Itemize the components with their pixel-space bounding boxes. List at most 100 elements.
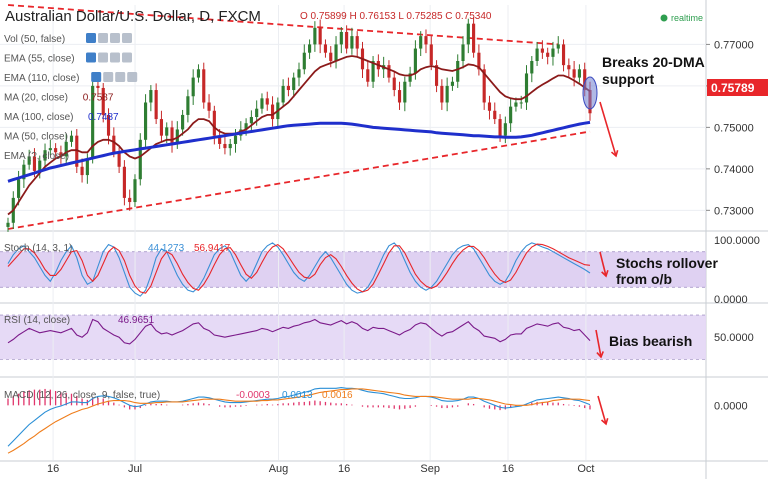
candle-bear bbox=[106, 114, 111, 136]
time-axis-label: Sep bbox=[420, 463, 440, 475]
candle-bull bbox=[6, 222, 10, 227]
close-icon[interactable] bbox=[127, 72, 138, 82]
candle-bull bbox=[514, 102, 518, 107]
candle-bear bbox=[397, 90, 402, 103]
candle-bull bbox=[249, 117, 253, 124]
time-axis-label: Jul bbox=[128, 463, 142, 475]
current-price-label: 0.75789 bbox=[711, 81, 755, 95]
price-axis-label: 0.77000 bbox=[714, 39, 754, 51]
macd-signal-line bbox=[7, 388, 591, 454]
indicator-label: Stoch (14, 3, 1) bbox=[4, 243, 72, 254]
candle-bull bbox=[308, 44, 312, 53]
annotation-rsi: Bias bearish bbox=[609, 333, 692, 349]
candle-bull bbox=[85, 158, 89, 176]
eye-icon[interactable] bbox=[86, 52, 96, 63]
candle-bull bbox=[503, 123, 507, 136]
candle-bull bbox=[165, 127, 169, 136]
candle-bear bbox=[101, 87, 105, 115]
candle-bear bbox=[80, 166, 84, 176]
candle-bear bbox=[482, 69, 486, 103]
annotation-breaks-line1: Breaks 20-DMA bbox=[602, 54, 705, 70]
candle-bull bbox=[461, 44, 465, 61]
time-axis-label: Oct bbox=[577, 463, 594, 475]
candle-bull bbox=[233, 135, 238, 144]
candle-bear bbox=[270, 104, 275, 120]
candle-bull bbox=[445, 85, 449, 103]
candle-bear bbox=[387, 65, 391, 78]
candle-bear bbox=[286, 85, 290, 91]
stoch-axis-label: 100.0000 bbox=[714, 235, 760, 247]
indicator-value: 44.1273 bbox=[148, 243, 185, 254]
add-icon[interactable] bbox=[110, 52, 120, 63]
candle-bull bbox=[281, 85, 285, 103]
candle-bear bbox=[429, 44, 433, 66]
settings-icon[interactable] bbox=[98, 33, 108, 43]
candle-bear bbox=[223, 143, 227, 149]
candle-bear bbox=[117, 152, 121, 167]
candle-bull bbox=[403, 81, 407, 103]
candle-bear bbox=[567, 65, 571, 70]
candle-bull bbox=[228, 143, 232, 149]
annotation-stoch-line1: Stochs rollover bbox=[616, 255, 718, 271]
eye-icon[interactable] bbox=[91, 72, 102, 82]
candle-bull bbox=[334, 44, 338, 61]
macd-line bbox=[7, 387, 591, 447]
candle-bear bbox=[546, 52, 550, 57]
candle-bear bbox=[122, 166, 126, 198]
candle-bull bbox=[181, 114, 185, 130]
candle-bull bbox=[509, 106, 513, 124]
settings-icon[interactable] bbox=[103, 72, 114, 82]
candle-bear bbox=[154, 90, 158, 120]
candle-bear bbox=[265, 98, 269, 105]
candle-bear bbox=[112, 135, 116, 153]
candle-bull bbox=[138, 139, 142, 180]
indicator-value: 0.0013 bbox=[282, 390, 313, 401]
chart-title: Australian Dollar/U.S. Dollar, D, FXCM bbox=[5, 8, 261, 25]
candle-bear bbox=[207, 102, 211, 111]
price-axis-label: 0.75000 bbox=[714, 122, 754, 134]
time-axis-label: Aug bbox=[269, 463, 289, 475]
candle-bull bbox=[556, 44, 560, 49]
candle-bull bbox=[466, 23, 470, 45]
close-icon[interactable] bbox=[122, 52, 132, 63]
rsi-arrow-head bbox=[596, 351, 604, 359]
candle-bear bbox=[472, 23, 476, 53]
stoch-d-line bbox=[7, 243, 591, 294]
add-icon[interactable] bbox=[115, 72, 126, 82]
candle-bull bbox=[27, 156, 31, 165]
candle-bull bbox=[91, 85, 95, 159]
candle-bear bbox=[75, 135, 79, 167]
close-icon[interactable] bbox=[122, 33, 132, 43]
candle-bull bbox=[48, 148, 52, 151]
candle-bull bbox=[419, 36, 423, 49]
candle-bear bbox=[477, 52, 481, 70]
add-icon[interactable] bbox=[110, 33, 120, 43]
stoch-arrow-head bbox=[601, 270, 609, 278]
candle-bull bbox=[413, 48, 417, 74]
rsi-line bbox=[7, 318, 591, 345]
macd-arrow bbox=[597, 395, 607, 425]
settings-icon[interactable] bbox=[98, 52, 108, 63]
candle-bear bbox=[583, 69, 587, 91]
candle-bear bbox=[540, 48, 544, 53]
indicator-label: MA (100, close) bbox=[4, 112, 73, 123]
candle-bear bbox=[392, 77, 396, 91]
indicator-label: EMA (110, close) bbox=[4, 73, 79, 84]
candle-bear bbox=[355, 36, 359, 49]
candle-bull bbox=[302, 52, 306, 70]
price-axis-label: 0.73000 bbox=[714, 205, 754, 217]
current-price-tag bbox=[707, 79, 768, 96]
indicator-label: EMA (55, close) bbox=[4, 54, 75, 65]
indicator-value: 0.0016 bbox=[322, 390, 353, 401]
candle-bull bbox=[524, 73, 529, 103]
candle-bull bbox=[297, 69, 301, 78]
candle-bear bbox=[345, 31, 349, 49]
candle-bull bbox=[456, 61, 460, 82]
time-axis-label: 16 bbox=[338, 463, 350, 475]
eye-icon[interactable] bbox=[86, 33, 96, 43]
candle-bear bbox=[159, 119, 164, 136]
macd-arrow-head bbox=[600, 418, 609, 426]
candle-bull bbox=[69, 135, 74, 142]
candle-bull bbox=[64, 141, 68, 157]
